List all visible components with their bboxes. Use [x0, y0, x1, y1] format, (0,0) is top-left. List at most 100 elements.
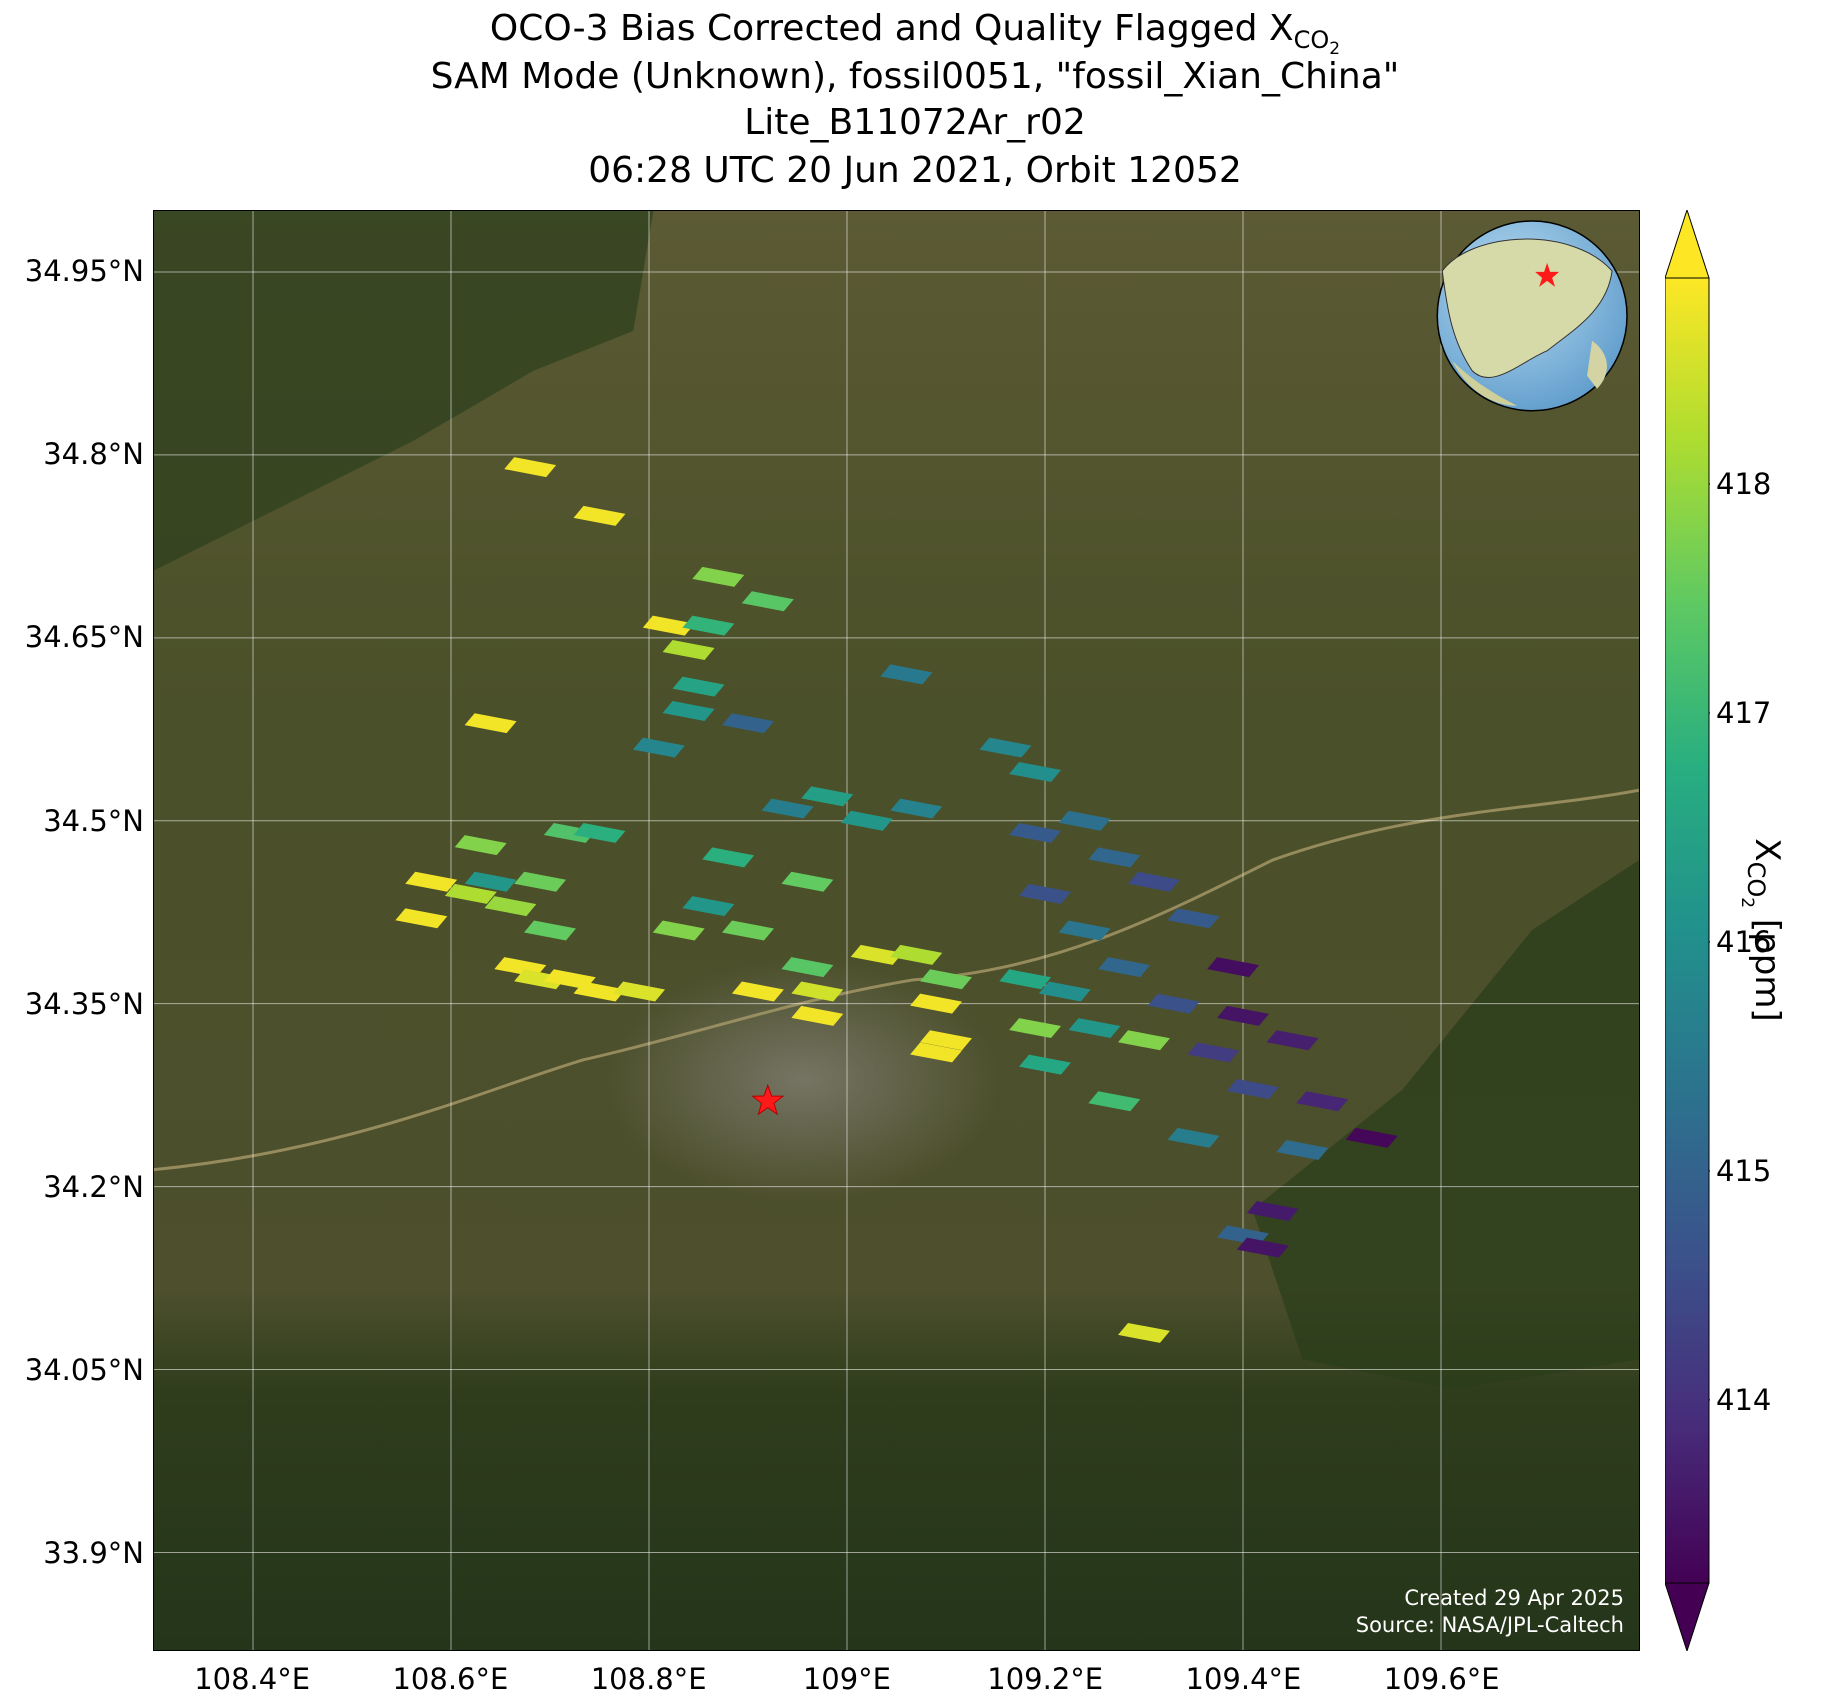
- xco2-sounding[interactable]: [1038, 981, 1091, 1002]
- xco2-sounding[interactable]: [1009, 761, 1062, 782]
- xco2-sounding[interactable]: [890, 798, 943, 819]
- lat-tick-label: 34.2°N: [43, 1169, 144, 1204]
- xco2-sounding[interactable]: [652, 920, 705, 941]
- xco2-sounding[interactable]: [573, 981, 626, 1002]
- xco2-sounding[interactable]: [1266, 1030, 1319, 1051]
- xco2-sounding[interactable]: [791, 1005, 844, 1026]
- lon-tick-label: 109°E: [802, 1662, 892, 1696]
- xco2-sounding[interactable]: [1098, 957, 1151, 978]
- xco2-sounding[interactable]: [840, 810, 893, 831]
- chart-title-line3: Lite_B11072Ar_r02: [744, 102, 1086, 143]
- xco2-sounding[interactable]: [692, 566, 745, 587]
- xco2-sounding[interactable]: [672, 676, 725, 697]
- xco2-sounding[interactable]: [504, 457, 557, 478]
- xco2-sounding[interactable]: [662, 701, 715, 721]
- xco2-sounding[interactable]: [573, 822, 626, 843]
- lat-tick-label: 33.9°N: [43, 1536, 144, 1571]
- xco2-sounding[interactable]: [642, 615, 695, 636]
- xco2-sounding[interactable]: [1217, 1005, 1269, 1026]
- xco2-sounding[interactable]: [464, 871, 517, 892]
- xco2-sounding[interactable]: [1118, 1322, 1170, 1343]
- mountain-ridge-north: [154, 211, 654, 571]
- xco2-sounding[interactable]: [1246, 1200, 1299, 1221]
- xco2-sounding[interactable]: [791, 981, 844, 1002]
- xco2-soundings[interactable]: [395, 457, 1398, 1343]
- xco2-sounding[interactable]: [801, 786, 854, 807]
- xco2-sounding[interactable]: [1127, 871, 1180, 892]
- xco2-sounding[interactable]: [1019, 1054, 1071, 1075]
- xco2-sounding[interactable]: [1058, 920, 1111, 941]
- xco2-sounding[interactable]: [781, 871, 834, 892]
- xco2-sounding[interactable]: [999, 969, 1052, 990]
- xco2-sounding[interactable]: [880, 664, 933, 685]
- xco2-sounding[interactable]: [1009, 1018, 1062, 1039]
- credit-created: Created 29 Apr 2025: [1404, 1586, 1624, 1610]
- map-terrain-background: [154, 211, 1639, 1650]
- xco2-sounding[interactable]: [1296, 1091, 1349, 1112]
- xco2-sounding[interactable]: [514, 871, 567, 892]
- xco2-sounding[interactable]: [722, 713, 774, 734]
- lat-tick-label: 34.95°N: [24, 254, 144, 289]
- xco2-sounding[interactable]: [910, 993, 963, 1014]
- xco2-sounding[interactable]: [1167, 1127, 1220, 1148]
- target-star-icon: [751, 1083, 785, 1116]
- xco2-sounding[interactable]: [1276, 1140, 1329, 1160]
- xco2-sounding[interactable]: [682, 615, 735, 636]
- xco2-sounding[interactable]: [1167, 908, 1220, 929]
- xco2-sounding[interactable]: [1058, 810, 1111, 831]
- xco2-sounding[interactable]: [543, 822, 596, 843]
- xco2-sounding[interactable]: [761, 798, 814, 819]
- globe-target-star-icon: [1535, 262, 1560, 287]
- xco2-sounding[interactable]: [1226, 1079, 1279, 1100]
- xco2-sounding[interactable]: [1019, 883, 1071, 904]
- xco2-sounding[interactable]: [1236, 1237, 1289, 1258]
- xco2-sounding[interactable]: [1118, 1030, 1170, 1051]
- xco2-sounding[interactable]: [722, 920, 774, 941]
- xco2-sounding[interactable]: [731, 981, 784, 1002]
- xco2-sounding[interactable]: [920, 969, 972, 990]
- xco2-sounding[interactable]: [1207, 957, 1260, 978]
- xco2-sounding[interactable]: [781, 957, 834, 978]
- lat-tick-label: 34.35°N: [24, 986, 144, 1021]
- xco2-sounding[interactable]: [1187, 1042, 1240, 1063]
- xco2-sounding[interactable]: [395, 908, 448, 929]
- xco2-sounding[interactable]: [1345, 1127, 1398, 1148]
- xco2-sounding[interactable]: [920, 1030, 972, 1051]
- xco2-sounding[interactable]: [1088, 1091, 1141, 1112]
- xco2-sounding[interactable]: [1147, 993, 1200, 1014]
- chart-title-line2: SAM Mode (Unknown), fossil0051, "fossil_…: [430, 56, 1400, 97]
- lon-tick-label: 108.8°E: [590, 1662, 707, 1696]
- xco2-sounding[interactable]: [464, 713, 517, 734]
- xco2-sounding[interactable]: [702, 847, 755, 868]
- xco2-sounding[interactable]: [890, 944, 943, 965]
- xco2-sounding[interactable]: [484, 896, 537, 917]
- xco2-sounding[interactable]: [514, 969, 567, 990]
- colorbar-tick-label: 416: [1716, 924, 1772, 959]
- lat-tick-label: 34.8°N: [43, 437, 144, 472]
- lon-tick-label: 109.2°E: [987, 1662, 1104, 1696]
- lon-tick-label: 109.4°E: [1185, 1662, 1302, 1696]
- xco2-sounding[interactable]: [1009, 822, 1062, 843]
- colorbar-tick-label: 418: [1716, 467, 1772, 502]
- xco2-sounding[interactable]: [741, 591, 794, 612]
- lon-tick-label: 108.6°E: [392, 1662, 509, 1696]
- xco2-sounding[interactable]: [573, 505, 626, 526]
- xco2-sounding[interactable]: [910, 1042, 963, 1063]
- xco2-sounding[interactable]: [524, 920, 576, 941]
- lat-tick-label: 34.65°N: [24, 620, 144, 655]
- xco2-sounding[interactable]: [1068, 1018, 1121, 1039]
- xco2-sounding[interactable]: [979, 737, 1032, 758]
- mountain-ridge-east: [1252, 860, 1639, 1390]
- xco2-sounding[interactable]: [444, 883, 497, 904]
- xco2-sounding[interactable]: [850, 944, 903, 965]
- xco2-sounding[interactable]: [682, 896, 735, 917]
- chart-title-line4: 06:28 UTC 20 Jun 2021, Orbit 12052: [588, 150, 1242, 191]
- satellite-map[interactable]: [153, 210, 1640, 1651]
- xco2-sounding[interactable]: [632, 737, 685, 758]
- xco2-sounding[interactable]: [1088, 847, 1141, 868]
- colorbar-label: XCO2 [ppm]: [1737, 838, 1787, 1022]
- xco2-sounding[interactable]: [454, 835, 507, 856]
- xco2-sounding[interactable]: [405, 871, 458, 892]
- xco2-sounding[interactable]: [613, 981, 666, 1002]
- xco2-sounding[interactable]: [662, 640, 715, 661]
